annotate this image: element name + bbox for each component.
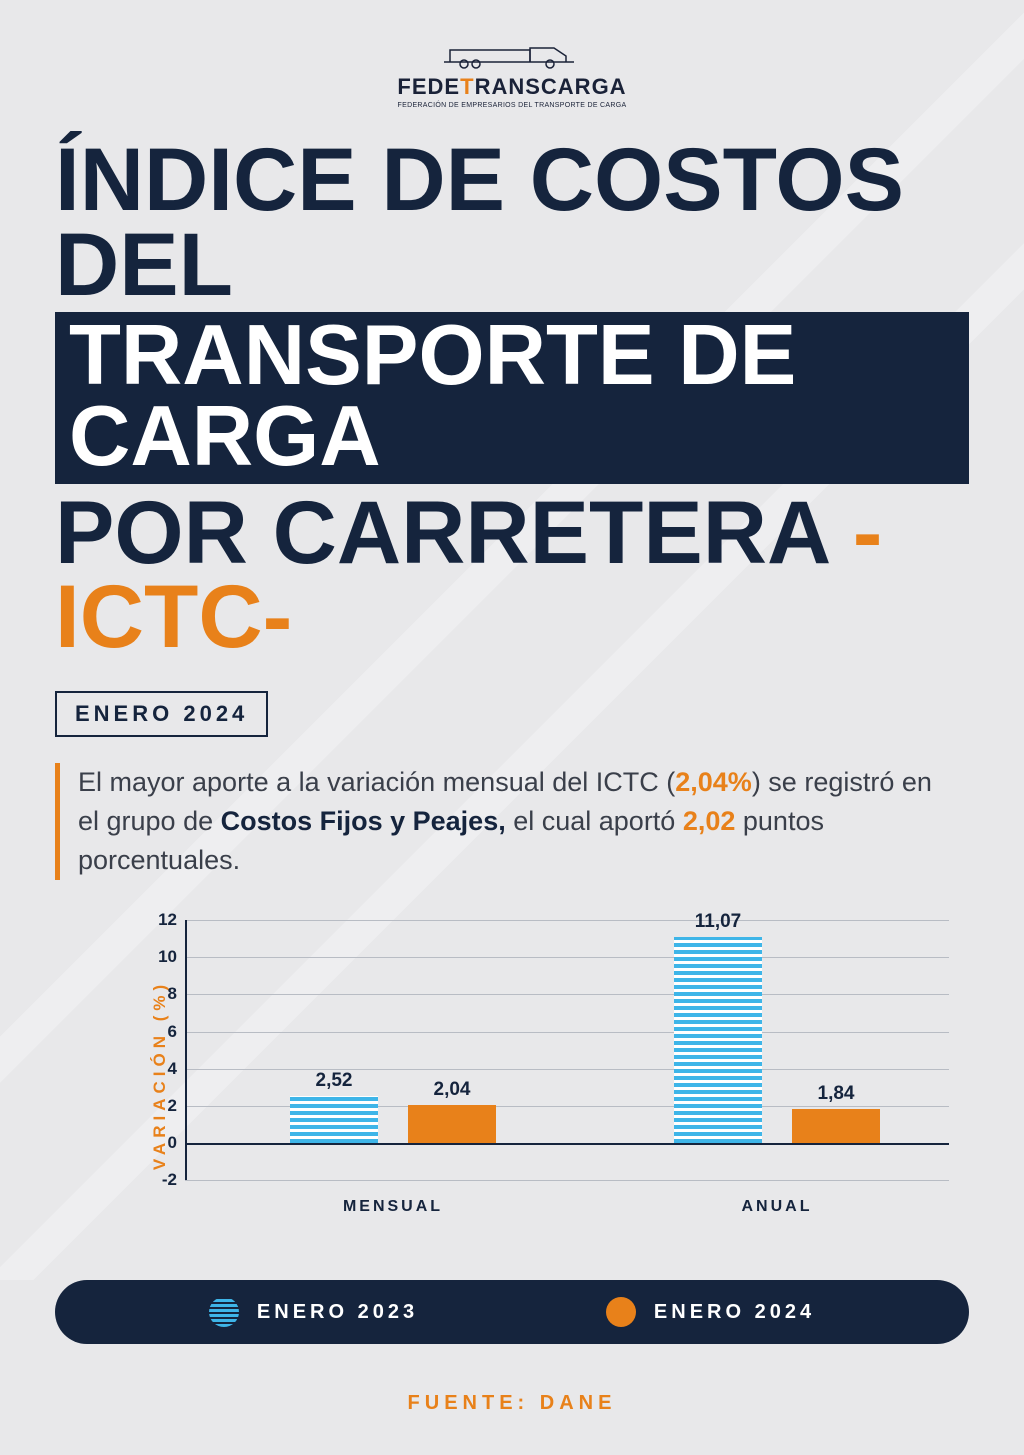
legend-swatch-striped xyxy=(209,1297,239,1327)
x-axis xyxy=(185,1143,949,1145)
chart-legend: ENERO 2023 ENERO 2024 xyxy=(55,1280,969,1344)
title-line-1: ÍNDICE DE COSTOS DEL xyxy=(55,137,969,306)
logo: FEDETRANSCARGA FEDERACIÓN DE EMPRESARIOS… xyxy=(55,40,969,112)
y-tick-label: 2 xyxy=(145,1096,177,1116)
bar-value-label: 11,07 xyxy=(695,911,742,933)
legend-label: ENERO 2024 xyxy=(654,1301,815,1324)
legend-swatch-solid xyxy=(606,1297,636,1327)
bar-value-label: 2,04 xyxy=(434,1079,471,1101)
logo-text: FEDETRANSCARGA xyxy=(397,74,626,100)
y-tick-label: 10 xyxy=(145,947,177,967)
legend-item-2024: ENERO 2024 xyxy=(606,1297,815,1327)
main-title: ÍNDICE DE COSTOS DEL TRANSPORTE DE CARGA… xyxy=(55,137,969,659)
category-label: ANUAL xyxy=(742,1198,813,1216)
gridline xyxy=(185,957,949,958)
bar-chart: VARIACIÓN (%) -20246810122,522,04MENSUAL… xyxy=(55,920,969,1230)
y-axis xyxy=(185,920,187,1180)
title-line-2: TRANSPORTE DE CARGA xyxy=(55,312,969,484)
y-tick-label: -2 xyxy=(145,1170,177,1190)
bar-value-label: 1,84 xyxy=(818,1083,855,1105)
y-tick-label: 8 xyxy=(145,984,177,1004)
y-tick-label: 4 xyxy=(145,1059,177,1079)
category-label: MENSUAL xyxy=(343,1198,443,1216)
description-paragraph: El mayor aporte a la variación mensual d… xyxy=(55,763,935,880)
gridline xyxy=(185,1180,949,1181)
gridline xyxy=(185,1069,949,1070)
title-line-3: POR CARRETERA -ICTC- xyxy=(55,490,969,659)
bar-solid: 1,84 xyxy=(792,1109,880,1143)
bar-striped: 11,07 xyxy=(674,937,762,1143)
date-badge: ENERO 2024 xyxy=(55,691,268,737)
y-tick-label: 12 xyxy=(145,910,177,930)
legend-label: ENERO 2023 xyxy=(257,1301,418,1324)
gridline xyxy=(185,920,949,921)
gridline xyxy=(185,1032,949,1033)
legend-item-2023: ENERO 2023 xyxy=(209,1297,418,1327)
bar-solid: 2,04 xyxy=(408,1105,496,1143)
bar-striped: 2,52 xyxy=(290,1096,378,1143)
source-attribution: FUENTE: DANE xyxy=(55,1392,969,1415)
y-tick-label: 0 xyxy=(145,1133,177,1153)
bar-value-label: 2,52 xyxy=(316,1070,353,1092)
y-tick-label: 6 xyxy=(145,1022,177,1042)
logo-subtitle: FEDERACIÓN DE EMPRESARIOS DEL TRANSPORTE… xyxy=(397,102,626,109)
truck-icon xyxy=(442,40,582,70)
gridline xyxy=(185,994,949,995)
